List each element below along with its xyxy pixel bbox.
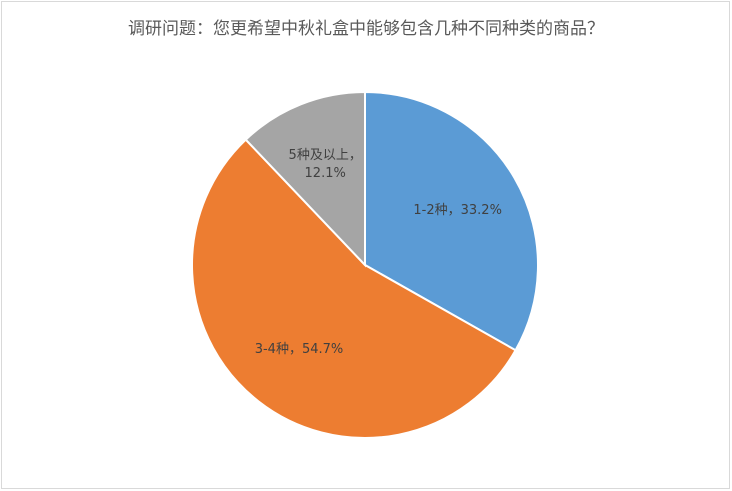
pie-slice (364, 90, 539, 352)
chart-title: 调研问题：您更希望中秋礼盒中能够包含几种不同种类的商品？ (128, 19, 604, 39)
data-label: 5种及以上， 12.1% (288, 148, 362, 182)
data-label: 1-2种，33.2% (413, 202, 502, 218)
pie-slice (244, 90, 366, 268)
pie-slice (191, 138, 517, 439)
data-label: 3-4种，54.7% (254, 341, 344, 357)
